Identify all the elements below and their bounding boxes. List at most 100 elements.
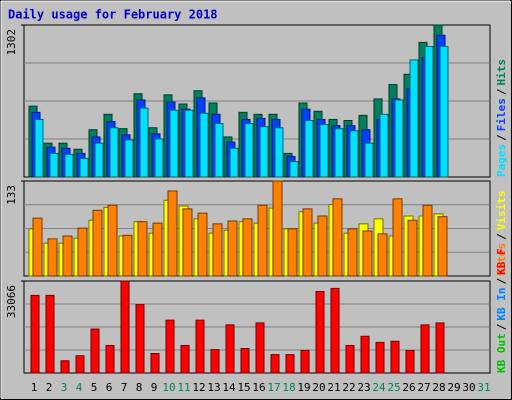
bar [317, 215, 328, 277]
bar [390, 340, 400, 374]
bar [300, 349, 310, 374]
x-tick-label: 31 [477, 381, 490, 394]
bar [379, 113, 389, 178]
bar [332, 198, 343, 277]
legend-separator: / [495, 323, 508, 330]
bar [394, 99, 404, 178]
bar [330, 287, 340, 374]
legend-entry: KB Out [495, 333, 508, 373]
x-tick-label: 19 [297, 381, 310, 394]
bar [180, 344, 190, 374]
x-tick-label: 21 [327, 381, 340, 394]
x-tick-label: 4 [76, 381, 83, 394]
bar [167, 190, 178, 277]
bar [272, 180, 283, 277]
x-tick-label: 9 [151, 381, 158, 394]
legend-separator: / [495, 278, 508, 285]
bar [139, 107, 149, 178]
x-tick-label: 1 [31, 381, 38, 394]
bar [302, 208, 313, 277]
bar [244, 123, 254, 178]
legend-entry: Pages [495, 144, 508, 177]
legend-separator: / [495, 134, 508, 141]
legend-entry: Sites [495, 243, 508, 276]
x-tick-label: 3 [61, 381, 68, 394]
bar [289, 161, 299, 178]
x-tick-label: 26 [402, 381, 415, 394]
bar [169, 109, 179, 178]
bar [424, 45, 434, 178]
x-tick-label: 15 [237, 381, 250, 394]
legend-entry: KB F [495, 248, 508, 275]
bar [362, 230, 373, 277]
bar [30, 294, 40, 374]
bar [120, 280, 130, 374]
x-tick-label: 27 [417, 381, 430, 394]
bar [407, 219, 418, 277]
bar [270, 354, 280, 374]
bar [227, 220, 238, 277]
x-tick-label: 18 [282, 381, 295, 394]
bar [45, 294, 55, 374]
bar [152, 222, 163, 277]
legend-entry: Hits [495, 59, 508, 86]
x-tick-label: 25 [387, 381, 400, 394]
bar [229, 147, 239, 178]
x-tick-label: 20 [312, 381, 325, 394]
bar [347, 228, 358, 277]
x-tick-label: 16 [252, 381, 265, 394]
bar [349, 130, 359, 178]
y-tick-label: 133 [5, 185, 18, 205]
bar [92, 209, 103, 277]
bar [319, 124, 329, 178]
bar [422, 204, 433, 277]
bar [135, 304, 145, 374]
bar [34, 118, 44, 178]
bar [375, 341, 385, 374]
bar [79, 158, 89, 178]
x-tick-label: 10 [162, 381, 175, 394]
bar [122, 234, 133, 277]
legend: Sites / Visits [495, 191, 508, 277]
bar [182, 208, 193, 277]
bar [90, 328, 100, 374]
bar [257, 204, 268, 277]
bar [439, 45, 449, 178]
bar [334, 128, 344, 178]
bar [94, 142, 104, 178]
bar [242, 218, 253, 277]
bar [124, 139, 134, 178]
x-tick-label: 14 [222, 381, 236, 394]
bar [364, 142, 374, 178]
x-tick-label: 23 [357, 381, 370, 394]
legend-separator: / [495, 88, 508, 95]
bar [304, 119, 314, 178]
bar [214, 123, 224, 178]
bar [197, 212, 208, 277]
bar [75, 355, 85, 374]
bar [165, 319, 175, 374]
bar [47, 238, 58, 277]
bar [195, 319, 205, 374]
y-tick-label: 1302 [5, 29, 18, 56]
x-tick-label: 22 [342, 381, 355, 394]
chart-title: Daily usage for February 2018 [8, 8, 218, 22]
bar [64, 153, 74, 178]
bar [259, 126, 269, 178]
bar [77, 227, 88, 277]
bar [240, 348, 250, 374]
x-tick-label: 30 [462, 381, 475, 394]
bar [184, 109, 194, 178]
bar [137, 221, 148, 277]
bar [150, 353, 160, 374]
bar [409, 59, 419, 178]
x-tick-label: 17 [267, 381, 280, 394]
x-tick-label: 2 [46, 381, 53, 394]
bar [345, 344, 355, 374]
x-tick-label: 24 [372, 381, 386, 394]
x-tick-label: 11 [177, 381, 190, 394]
bar [225, 324, 235, 374]
bar [255, 322, 265, 374]
bar [437, 216, 448, 277]
